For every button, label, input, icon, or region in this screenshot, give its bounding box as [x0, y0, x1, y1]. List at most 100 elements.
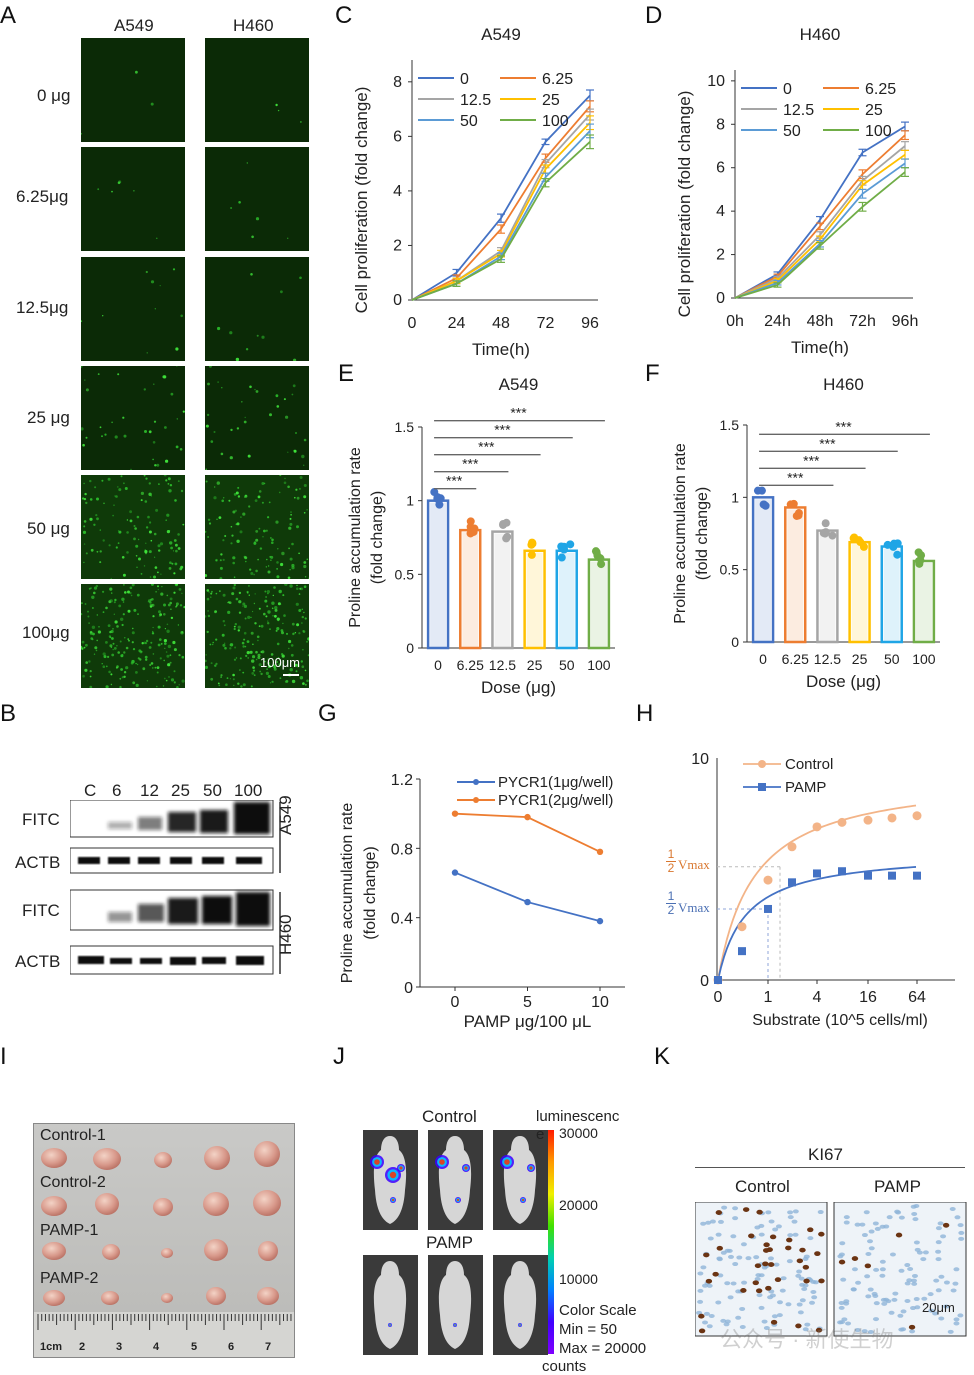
color-scale-unit: counts: [542, 1358, 587, 1375]
x-axis-label: Substrate (10^5 cells/ml): [752, 1012, 928, 1029]
panel-i-tumor-photo: Control-1 Control-2 PAMP-1 PAMP-2 1cm 2 …: [33, 1123, 295, 1358]
col-header-h460: H460: [233, 16, 274, 35]
watermark: 公众号 · 新使生物: [720, 1327, 894, 1352]
row-label-2: 12.5μg: [16, 298, 69, 317]
legend-label-0: 0: [460, 71, 469, 88]
data-point: [502, 534, 511, 543]
x-axis-label: Dose (μg): [806, 672, 881, 691]
legend-label-6.25: 6.25: [542, 71, 573, 88]
x-tick-label: 24: [448, 315, 466, 332]
sig-stars: ***: [478, 439, 495, 455]
blot-row-actb-1: ACTB: [15, 853, 61, 872]
y-tick-label: 10: [691, 751, 709, 768]
y-tick-label: 4: [716, 203, 725, 220]
data-point: [470, 524, 479, 533]
x-tick-label: 50: [559, 657, 575, 673]
vmax-den-blue: 2: [667, 903, 675, 917]
scalebar-label-a: 100μm: [260, 655, 301, 670]
y-tick-label: 6: [716, 160, 725, 177]
data-point: [856, 538, 865, 547]
data-point-pamp: [838, 867, 846, 876]
x-tick-label: 6.25: [782, 651, 809, 667]
data-point: [524, 813, 531, 821]
sig-stars: ***: [446, 473, 463, 489]
data-point: [451, 869, 459, 876]
vmax-frac-blue: 1 2: [666, 890, 676, 917]
data-point-control: [763, 875, 773, 885]
data-point: [593, 551, 602, 560]
y-tick-label: 0.8: [391, 841, 413, 858]
data-point: [883, 540, 892, 549]
y-tick-label: 1.5: [395, 419, 415, 435]
panel-label-d: D: [645, 2, 663, 29]
bar-fill-6.25: [787, 509, 804, 642]
data-point: [821, 528, 830, 537]
panel-label-a: A: [0, 2, 17, 29]
y-axis-label-2: (fold change): [369, 491, 386, 584]
data-point: [915, 559, 924, 568]
sig-stars: ***: [462, 456, 479, 472]
series-line-0: [454, 871, 601, 923]
chart-h-kinetics: 0 10 0 1 4 16 64 Substrate (10^5 cells/ml) Contr…: [691, 751, 955, 1029]
row-label-3: 25 μg: [27, 408, 70, 427]
legend-label-12.5: 12.5: [783, 102, 814, 119]
cell-line-h460: H460: [276, 914, 295, 955]
legend-label-0: 0: [783, 81, 792, 98]
lane-label-0: C: [84, 781, 97, 800]
vmax-num-orange: 1: [666, 847, 676, 862]
y-axis-label-2: (fold change): [362, 846, 379, 939]
data-point: [430, 488, 439, 497]
legend-label-25: 25: [542, 92, 560, 109]
y-axis-label: Proline accumulation rate: [672, 443, 689, 624]
series-line-0: [734, 125, 906, 299]
y-tick-label: 0: [716, 290, 725, 307]
vmax-text-orange: Vmax: [678, 857, 710, 872]
data-point: [596, 917, 604, 925]
legend-marker: [473, 797, 479, 803]
sig-stars: ***: [494, 422, 511, 438]
colorbar-title-tail: e: [536, 1126, 545, 1143]
x-tick-label: 25: [852, 651, 868, 667]
legend-label-1: PAMP: [785, 779, 826, 796]
y-tick-label: 1.2: [391, 772, 413, 789]
bar-0: [751, 496, 775, 644]
data-point-pamp: [764, 904, 772, 913]
y-tick-label: 1: [406, 493, 414, 509]
fluorescence-image-h460-3: [205, 364, 309, 471]
x-tick-label: 72h: [849, 313, 876, 330]
data-point-pamp: [788, 878, 796, 887]
y-tick-label: 0: [731, 634, 739, 650]
chart-title: H460: [823, 375, 864, 394]
vmax-den-orange: 2: [667, 861, 675, 875]
data-point-control: [887, 813, 897, 823]
data-point: [451, 810, 459, 817]
series-line-50: [734, 162, 906, 299]
y-tick-label: 0: [393, 292, 402, 309]
data-point-control: [912, 811, 922, 821]
panel-label-b: B: [0, 700, 17, 727]
y-axis-label: Proline accumulation rate: [339, 803, 356, 984]
tumor-row-label-4: PAMP-2: [40, 1270, 99, 1287]
sig-stars: ***: [803, 452, 820, 468]
data-point: [557, 542, 566, 551]
y-tick-label: 0.5: [395, 566, 415, 582]
mouse-image-3: [363, 1255, 418, 1355]
ihc-title-rule: [695, 1167, 965, 1168]
y-axis-label-2: (fold change): [694, 487, 711, 580]
lane-label-3: 25: [171, 781, 190, 800]
x-tick-label: 1: [764, 989, 773, 1006]
data-point: [527, 540, 536, 549]
x-tick-label: 0: [714, 989, 723, 1006]
fluorescence-image-a549-2: [80, 257, 185, 361]
x-tick-label: 5: [523, 994, 532, 1011]
y-tick-label: 0: [406, 640, 414, 656]
mouse-image-4: [428, 1255, 483, 1355]
y-tick-label: 8: [393, 74, 402, 91]
legend-label-0: PYCR1(1μg/well): [498, 774, 613, 791]
panel-label-c: C: [335, 2, 353, 29]
x-tick-label: 96h: [892, 313, 919, 330]
tumor-row-label-3: PAMP-1: [40, 1222, 99, 1239]
bar-fill-12.5: [494, 533, 511, 648]
mouse-image-0: [363, 1130, 418, 1230]
